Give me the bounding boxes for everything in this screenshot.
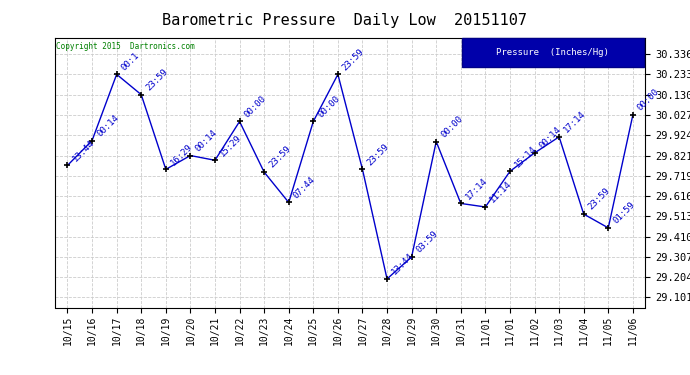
Text: 07:44: 07:44 — [292, 175, 317, 200]
Text: 16:29: 16:29 — [169, 142, 194, 167]
Text: 23:59: 23:59 — [267, 144, 293, 170]
Text: 00:14: 00:14 — [95, 113, 120, 138]
Text: 23:59: 23:59 — [341, 46, 366, 72]
Text: 03:59: 03:59 — [415, 229, 440, 255]
FancyBboxPatch shape — [462, 38, 644, 67]
Text: 15:14: 15:14 — [513, 144, 538, 169]
Text: 00:1: 00:1 — [119, 50, 141, 72]
Text: 11:14: 11:14 — [489, 179, 513, 205]
Text: 13:44: 13:44 — [390, 251, 415, 276]
Text: 17:14: 17:14 — [562, 109, 587, 135]
Text: 17:14: 17:14 — [464, 176, 489, 201]
Text: 00:00: 00:00 — [242, 94, 268, 119]
Text: 00:00: 00:00 — [439, 114, 464, 139]
Text: 15:29: 15:29 — [218, 132, 244, 158]
Text: 13:44: 13:44 — [70, 138, 96, 163]
Text: 23:59: 23:59 — [586, 186, 612, 212]
Text: 00:00: 00:00 — [316, 94, 342, 119]
Text: Barometric Pressure  Daily Low  20151107: Barometric Pressure Daily Low 20151107 — [163, 13, 527, 28]
Text: 00:14: 00:14 — [193, 128, 219, 153]
Text: Copyright 2015  Dartronics.com: Copyright 2015 Dartronics.com — [57, 42, 195, 51]
Text: 01:59: 01:59 — [611, 200, 637, 225]
Text: 23:59: 23:59 — [366, 142, 391, 167]
Text: 00:00: 00:00 — [635, 87, 661, 112]
Text: 00:14: 00:14 — [538, 125, 563, 151]
Text: Pressure  (Inches/Hg): Pressure (Inches/Hg) — [496, 48, 609, 57]
Text: 23:59: 23:59 — [144, 67, 170, 92]
